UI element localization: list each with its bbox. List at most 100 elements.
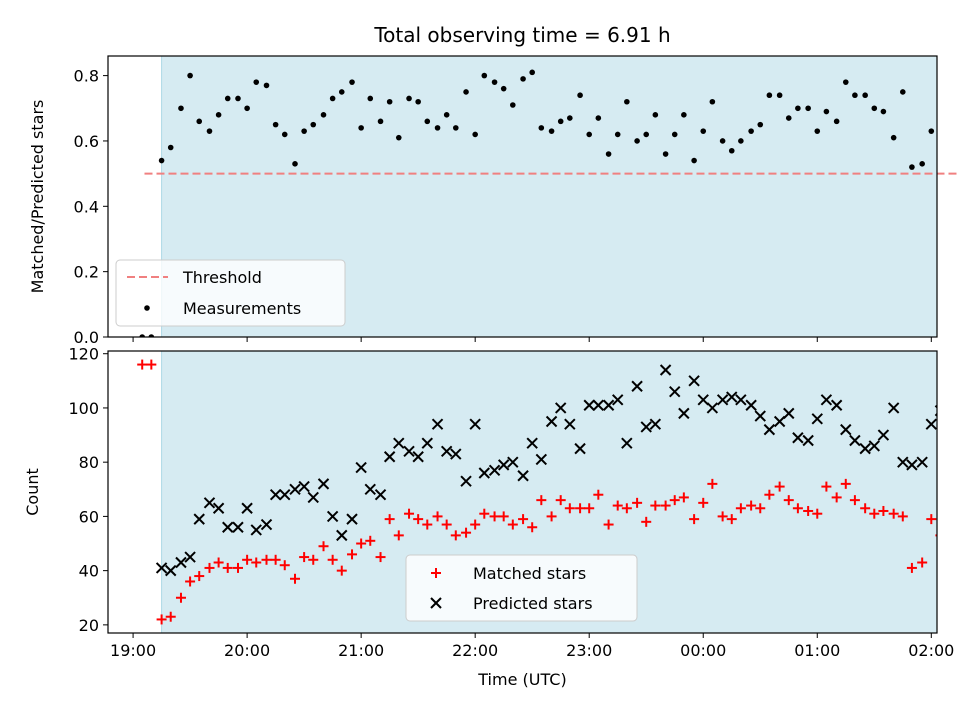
data-point: [165, 564, 177, 577]
legend: Matched stars Predicted stars: [405, 554, 638, 622]
x-b: [925, 418, 937, 430]
data-point: [260, 518, 273, 531]
data-point: [235, 95, 241, 102]
data-point: [919, 161, 925, 167]
data-point: [728, 147, 735, 154]
y-tick-label: 0.6: [74, 132, 99, 151]
x-a: [955, 452, 960, 462]
data-point: [955, 582, 960, 592]
marks-layer: [139, 69, 935, 337]
data-point: [185, 576, 196, 587]
data-point: [261, 554, 272, 565]
data-point: [175, 592, 186, 603]
data-point: [213, 557, 224, 568]
data-point: [403, 445, 415, 458]
data-point: [678, 407, 690, 420]
x-b: [307, 491, 319, 504]
data-point: [184, 551, 196, 563]
data-point: [688, 375, 700, 387]
data-point: [196, 118, 203, 125]
data-point: [803, 505, 814, 516]
data-point: [232, 562, 243, 573]
data-point: [564, 418, 576, 430]
data-point: [377, 118, 384, 125]
x-b: [906, 459, 918, 471]
x-b: [336, 529, 348, 542]
data-point: [890, 134, 897, 141]
data-point: [659, 364, 672, 376]
x-b: [412, 451, 424, 463]
y-tick-label: 0.0: [74, 328, 99, 347]
data-point: [614, 131, 621, 138]
data-point: [859, 442, 871, 455]
y-tick-label: 0.8: [74, 67, 99, 86]
data-point: [548, 128, 555, 134]
data-point: [497, 459, 510, 471]
data-point: [204, 562, 215, 573]
x-b: [802, 434, 814, 447]
x-b: [612, 394, 624, 406]
data-point: [336, 529, 348, 542]
y-axis-label: Count: [23, 468, 42, 516]
x-b: [326, 510, 339, 523]
data-point: [308, 554, 319, 565]
data-point: [785, 115, 792, 121]
x-b: [946, 444, 956, 454]
data-point: [792, 503, 803, 514]
data-point: [187, 72, 193, 79]
data-point: [310, 121, 317, 128]
x-b: [726, 391, 738, 403]
y-tick-label: 60: [79, 507, 99, 526]
data-point: [634, 138, 640, 144]
data-point: [811, 413, 823, 425]
data-point: [443, 112, 450, 118]
data-point: [527, 522, 538, 533]
data-point: [175, 556, 187, 569]
data-point: [336, 565, 347, 576]
data-point: [386, 98, 393, 105]
data-point: [764, 489, 775, 500]
data-point: [193, 513, 205, 525]
data-point: [139, 334, 146, 337]
x-b: [773, 415, 786, 428]
legend-threshold-label: Threshold: [182, 268, 262, 287]
x-b: [754, 410, 766, 422]
legend-measurements-swatch: [144, 305, 150, 311]
data-point: [860, 503, 871, 514]
data-point: [871, 105, 878, 112]
data-point: [395, 134, 402, 141]
data-point: [916, 456, 928, 468]
data-point: [452, 125, 459, 131]
data-point: [640, 421, 652, 433]
data-point: [584, 503, 595, 514]
data-point: [830, 399, 843, 411]
y-tick-label: 120: [68, 345, 99, 364]
data-point: [802, 434, 814, 447]
data-point: [955, 452, 960, 462]
data-point: [698, 497, 709, 508]
x-b: [431, 418, 444, 430]
data-point: [155, 562, 168, 574]
x-b: [260, 518, 273, 531]
x-b: [706, 402, 719, 414]
data-point: [222, 521, 234, 533]
data-point: [263, 82, 270, 89]
data-point: [577, 92, 583, 99]
data-point: [595, 115, 602, 121]
data-point: [660, 500, 671, 511]
x-b: [659, 364, 672, 376]
data-point: [545, 415, 558, 428]
data-point: [432, 511, 443, 522]
data-point: [602, 399, 615, 411]
data-point: [612, 394, 624, 406]
data-point: [510, 102, 516, 108]
x-b: [602, 399, 615, 411]
x-b: [697, 394, 709, 406]
x-tick-label: 02:00: [908, 641, 954, 660]
data-point: [820, 394, 833, 406]
data-point: [869, 508, 880, 519]
x-tick-label: 01:00: [794, 641, 840, 660]
data-point: [535, 453, 548, 466]
data-point: [367, 95, 374, 102]
data-point: [738, 138, 744, 144]
